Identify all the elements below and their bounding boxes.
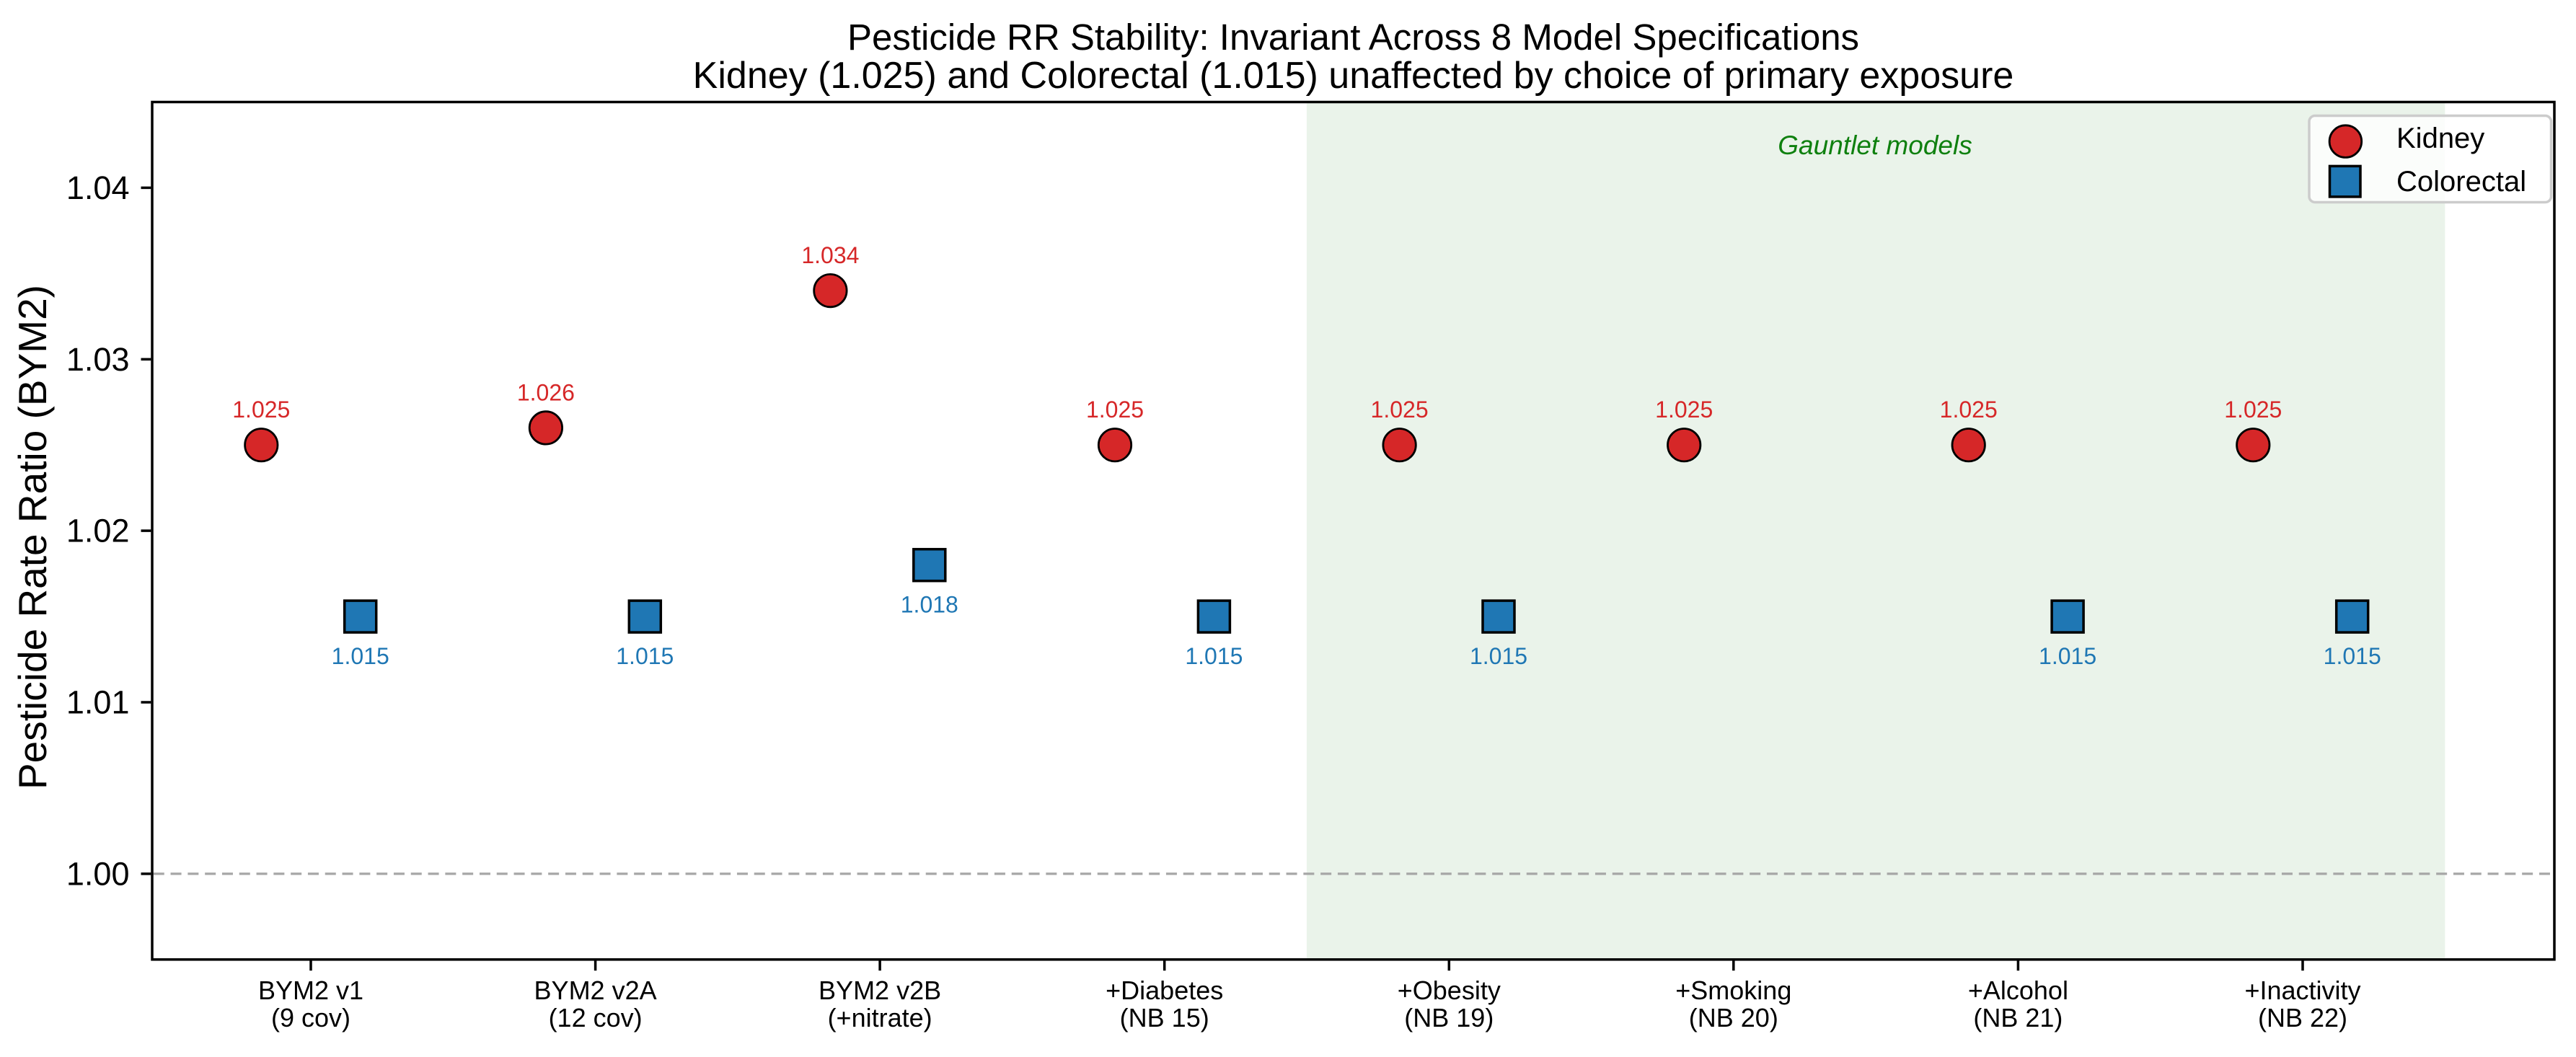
svg-text:1.015: 1.015	[2324, 643, 2381, 669]
svg-text:1.025: 1.025	[232, 397, 290, 423]
svg-text:Colorectal: Colorectal	[2396, 166, 2526, 198]
svg-text:1.015: 1.015	[332, 643, 389, 669]
svg-text:1.025: 1.025	[1655, 397, 1713, 423]
svg-text:+Alcohol: +Alcohol	[1968, 976, 2068, 1005]
svg-text:1.01: 1.01	[66, 684, 130, 721]
svg-text:1.04: 1.04	[66, 169, 130, 206]
svg-text:1.025: 1.025	[1940, 397, 1998, 423]
svg-text:1.03: 1.03	[66, 341, 130, 378]
svg-text:Gauntlet models: Gauntlet models	[1778, 131, 1972, 160]
svg-text:(NB 21): (NB 21)	[1973, 1003, 2063, 1032]
svg-text:(9 cov): (9 cov)	[271, 1003, 350, 1032]
svg-text:1.02: 1.02	[66, 513, 130, 549]
svg-text:BYM2 v2B: BYM2 v2B	[819, 976, 941, 1005]
svg-text:1.018: 1.018	[901, 592, 958, 618]
svg-text:1.00: 1.00	[66, 855, 130, 892]
svg-text:1.015: 1.015	[1185, 643, 1243, 669]
svg-text:(NB 19): (NB 19)	[1404, 1003, 1494, 1032]
svg-text:1.025: 1.025	[2224, 397, 2282, 423]
svg-text:BYM2 v2A: BYM2 v2A	[534, 976, 657, 1005]
svg-text:(NB 20): (NB 20)	[1689, 1003, 1778, 1032]
svg-text:1.034: 1.034	[801, 242, 859, 268]
svg-text:Kidney: Kidney	[2396, 123, 2484, 154]
svg-text:+Diabetes: +Diabetes	[1106, 976, 1223, 1005]
svg-text:(NB 15): (NB 15)	[1120, 1003, 1209, 1032]
svg-text:1.015: 1.015	[2039, 643, 2096, 669]
svg-text:BYM2 v1: BYM2 v1	[258, 976, 363, 1005]
svg-text:1.025: 1.025	[1371, 397, 1429, 423]
svg-text:Pesticide RR Stability: Invari: Pesticide RR Stability: Invariant Across…	[847, 17, 1859, 58]
svg-text:1.026: 1.026	[517, 379, 575, 405]
svg-text:1.025: 1.025	[1086, 397, 1144, 423]
svg-text:Kidney (1.025) and Colorectal: Kidney (1.025) and Colorectal (1.015) un…	[693, 55, 2014, 97]
svg-text:1.015: 1.015	[1470, 643, 1527, 669]
svg-text:1.015: 1.015	[616, 643, 674, 669]
svg-text:+Smoking: +Smoking	[1675, 976, 1791, 1005]
svg-text:+Inactivity: +Inactivity	[2244, 976, 2360, 1005]
svg-text:(NB 22): (NB 22)	[2258, 1003, 2347, 1032]
svg-text:(+nitrate): (+nitrate)	[828, 1003, 932, 1032]
svg-text:(12 cov): (12 cov)	[549, 1003, 643, 1032]
svg-text:+Obesity: +Obesity	[1398, 976, 1501, 1005]
svg-text:Pesticide Rate Ratio (BYM2): Pesticide Rate Ratio (BYM2)	[10, 285, 55, 790]
